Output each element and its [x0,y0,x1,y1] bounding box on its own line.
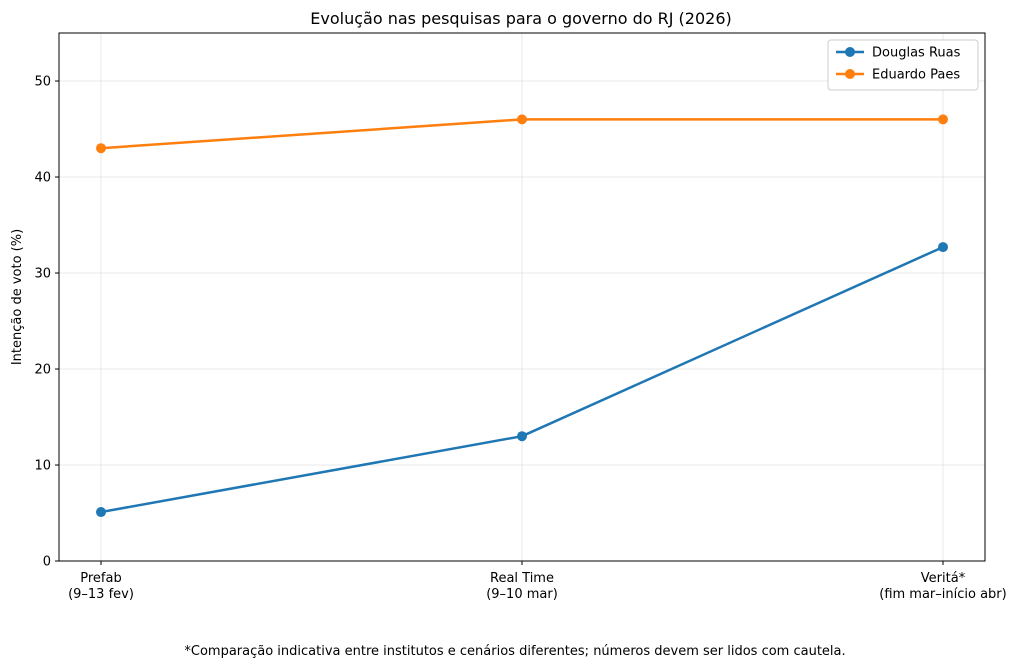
y-tick-label: 20 [34,363,51,378]
legend-box [827,39,979,91]
x-tick-label: Prefab [80,571,121,586]
legend-label: Douglas Ruas [872,46,961,61]
series-0 [96,242,948,518]
y-tick-label: 0 [43,555,51,570]
y-tick-label: 40 [34,171,51,186]
x-tick-label: Veritá* [921,571,966,586]
data-point [517,114,527,125]
data-point [938,242,948,253]
x-tick-label: (fim mar–início abr) [879,587,1006,602]
x-tick-label: (9–13 fev) [68,587,134,602]
y-tick-label: 30 [34,267,51,282]
data-point [938,114,948,125]
x-tick-label: Real Time [490,571,554,586]
legend-marker [845,47,855,57]
footnote: *Comparação indicativa entre institutos … [184,644,845,659]
data-point [96,143,106,154]
chart-title: Evolução nas pesquisas para o governo do… [310,9,731,28]
legend-marker [845,69,855,79]
data-point [96,507,106,518]
data-point [517,431,527,442]
data-series [96,114,948,518]
legend-label: Eduardo Paes [872,68,960,83]
y-tick-label: 50 [34,75,51,90]
y-tick-label: 10 [34,459,51,474]
grid-lines [59,33,985,562]
series-1 [96,114,948,154]
y-axis-label: Intenção de voto (%) [10,229,25,365]
x-tick-label: (9–10 mar) [486,587,558,602]
legend: Douglas Ruas Eduardo Paes [827,39,979,91]
axis-ticks: 0 10 20 30 40 50 Prefab(9–13 fev) Real Time(9–1… [34,75,1006,603]
